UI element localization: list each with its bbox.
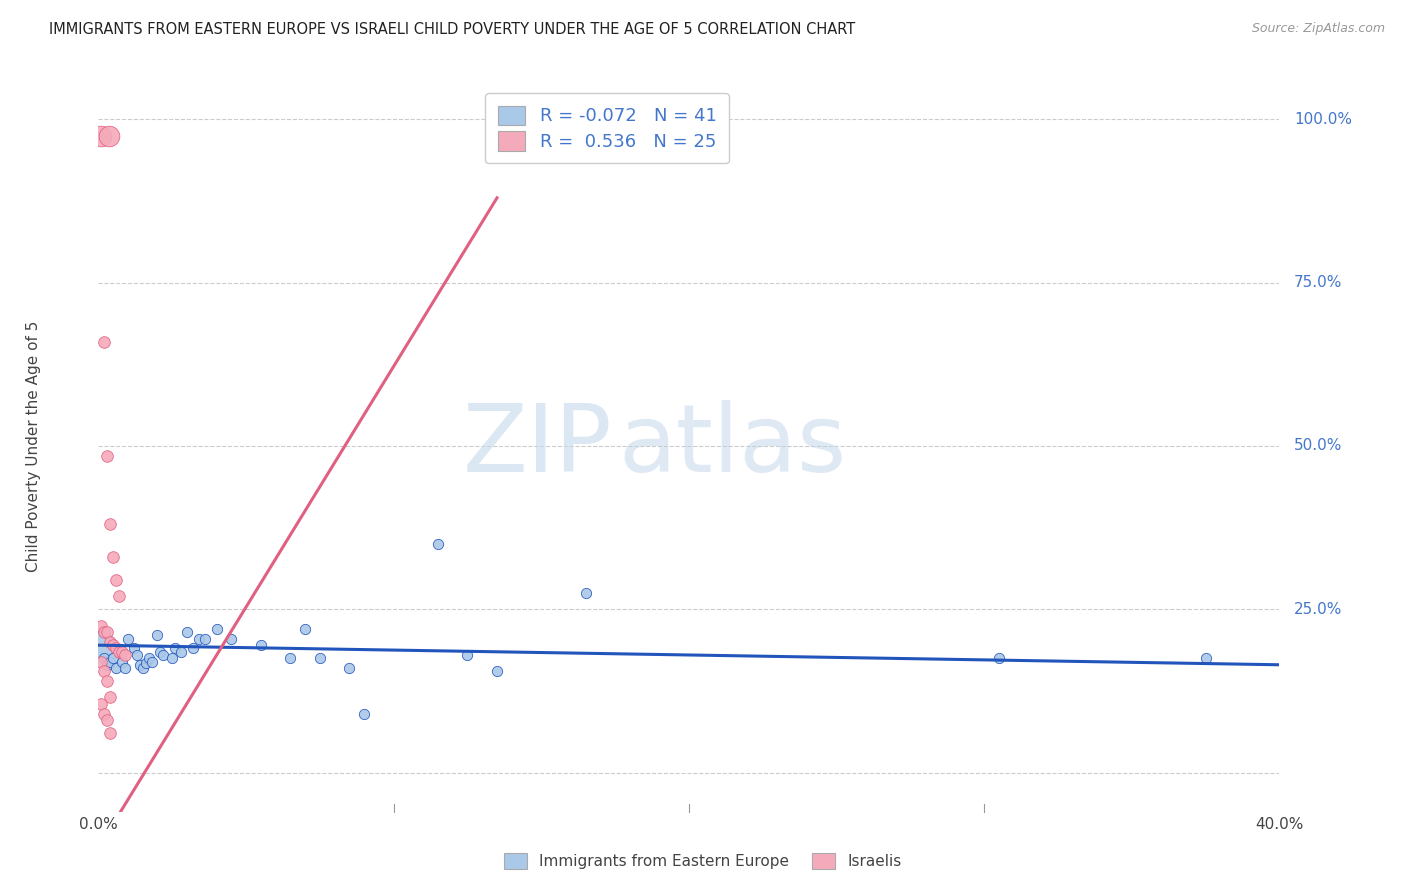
Point bbox=[96, 657, 118, 672]
Point bbox=[457, 648, 479, 662]
Point bbox=[170, 645, 193, 659]
Point bbox=[187, 632, 209, 646]
Point bbox=[111, 645, 134, 659]
Point bbox=[280, 651, 302, 665]
Point bbox=[250, 638, 273, 652]
Point bbox=[138, 651, 160, 665]
Point bbox=[108, 645, 131, 659]
Point bbox=[93, 651, 115, 665]
Point bbox=[427, 537, 450, 551]
Legend: R = -0.072   N = 41, R =  0.536   N = 25: R = -0.072 N = 41, R = 0.536 N = 25 bbox=[485, 93, 730, 163]
Point bbox=[128, 657, 150, 672]
Point bbox=[176, 625, 198, 640]
Point bbox=[96, 714, 118, 728]
Point bbox=[108, 589, 131, 603]
Point bbox=[141, 655, 163, 669]
Point bbox=[105, 641, 128, 656]
Point bbox=[114, 648, 136, 662]
Point bbox=[1195, 651, 1218, 665]
Point bbox=[114, 661, 136, 675]
Point bbox=[90, 638, 112, 652]
Point bbox=[90, 128, 112, 143]
Point bbox=[96, 674, 118, 689]
Point bbox=[181, 641, 204, 656]
Point bbox=[93, 625, 115, 640]
Point bbox=[93, 706, 115, 721]
Point bbox=[353, 706, 375, 721]
Point bbox=[162, 651, 183, 665]
Text: 100.0%: 100.0% bbox=[1295, 112, 1353, 127]
Point bbox=[90, 697, 112, 711]
Point bbox=[96, 449, 118, 463]
Point bbox=[988, 651, 1011, 665]
Text: atlas: atlas bbox=[619, 400, 846, 492]
Point bbox=[103, 549, 125, 564]
Point bbox=[90, 655, 112, 669]
Point bbox=[122, 641, 145, 656]
Point bbox=[111, 655, 134, 669]
Point bbox=[105, 661, 128, 675]
Point bbox=[125, 648, 148, 662]
Point bbox=[105, 573, 128, 587]
Point bbox=[98, 655, 121, 669]
Point bbox=[117, 632, 139, 646]
Point bbox=[108, 645, 131, 659]
Point bbox=[103, 651, 125, 665]
Point bbox=[98, 690, 121, 705]
Point bbox=[221, 632, 243, 646]
Point bbox=[98, 635, 121, 649]
Point bbox=[103, 638, 125, 652]
Point bbox=[205, 622, 228, 636]
Text: ZIP: ZIP bbox=[463, 400, 612, 492]
Point bbox=[90, 618, 112, 632]
Point bbox=[96, 625, 118, 640]
Point bbox=[146, 628, 169, 642]
Point bbox=[97, 128, 120, 143]
Text: Child Poverty Under the Age of 5: Child Poverty Under the Age of 5 bbox=[25, 320, 41, 572]
Point bbox=[309, 651, 332, 665]
Point bbox=[132, 661, 155, 675]
Point bbox=[93, 334, 115, 349]
Point bbox=[575, 586, 598, 600]
Point bbox=[149, 645, 172, 659]
Point bbox=[135, 656, 157, 670]
Legend: Immigrants from Eastern Europe, Israelis: Immigrants from Eastern Europe, Israelis bbox=[498, 847, 908, 875]
Point bbox=[194, 632, 217, 646]
Point bbox=[486, 665, 509, 679]
Text: Source: ZipAtlas.com: Source: ZipAtlas.com bbox=[1251, 22, 1385, 36]
Point bbox=[339, 661, 361, 675]
Point bbox=[93, 665, 115, 679]
Point bbox=[152, 648, 174, 662]
Point bbox=[294, 622, 316, 636]
Text: 75.0%: 75.0% bbox=[1295, 276, 1343, 290]
Point bbox=[98, 517, 121, 532]
Text: 25.0%: 25.0% bbox=[1295, 602, 1343, 616]
Text: IMMIGRANTS FROM EASTERN EUROPE VS ISRAELI CHILD POVERTY UNDER THE AGE OF 5 CORRE: IMMIGRANTS FROM EASTERN EUROPE VS ISRAEL… bbox=[49, 22, 855, 37]
Point bbox=[98, 726, 121, 740]
Point bbox=[165, 641, 187, 656]
Text: 50.0%: 50.0% bbox=[1295, 439, 1343, 453]
